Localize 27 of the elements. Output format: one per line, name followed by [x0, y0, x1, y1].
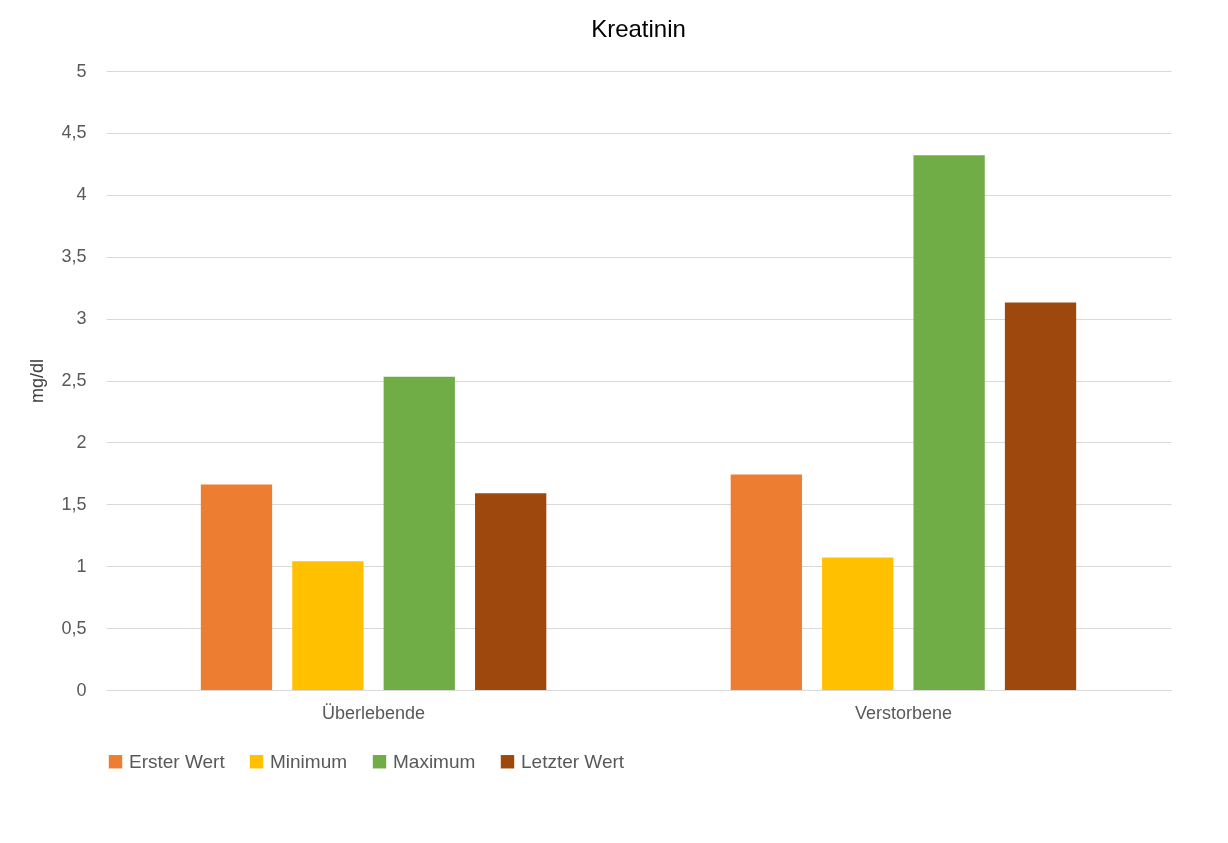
bar	[292, 561, 364, 690]
x-tick-label: Verstorbene	[854, 702, 952, 723]
bar	[383, 376, 455, 690]
x-tick-label: Überlebende	[322, 702, 426, 723]
bar	[200, 484, 273, 690]
legend-label: Erster Wert	[129, 750, 226, 772]
y-tick-label: 0,5	[61, 617, 87, 638]
legend-label: Maximum	[393, 750, 476, 772]
bar	[822, 557, 894, 690]
y-tick-label: 4,5	[61, 122, 87, 143]
y-tick-label: 3	[76, 308, 87, 329]
chart-title: Kreatinin	[591, 15, 686, 42]
y-tick-label: 0	[76, 679, 87, 700]
bar	[730, 474, 802, 690]
y-tick-label: 3,5	[61, 246, 87, 267]
y-axis-title: mg/dl	[27, 358, 48, 404]
legend-label: Letzter Wert	[521, 750, 625, 772]
y-tick-label: 2	[76, 431, 87, 452]
y-tick-label: 2,5	[61, 370, 87, 390]
bar	[475, 493, 547, 690]
y-tick-label: 1,5	[61, 493, 87, 514]
y-tick-label: 1	[76, 555, 87, 576]
legend-label: Minimum	[270, 750, 348, 772]
y-tick-label: 5	[76, 60, 87, 81]
bar	[1004, 302, 1077, 690]
bar	[913, 155, 985, 690]
y-tick-label: 4	[76, 184, 87, 205]
